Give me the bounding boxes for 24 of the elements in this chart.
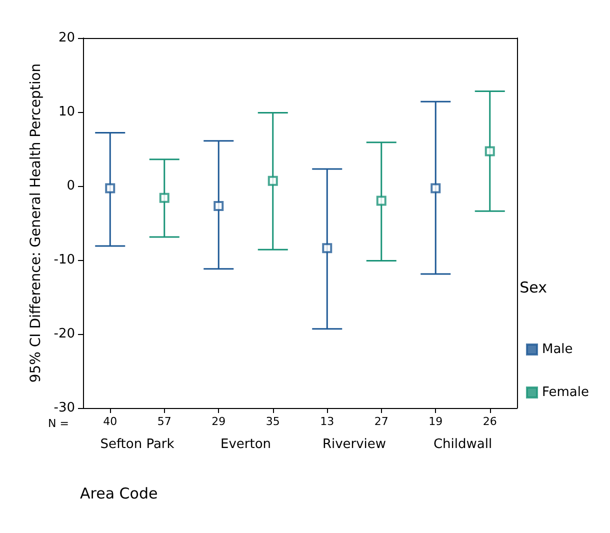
legend-title: Sex — [520, 278, 548, 296]
text: 27 — [374, 415, 388, 428]
y-tick-label: 10 — [58, 104, 75, 120]
text: 26 — [482, 415, 497, 428]
text: 40 — [103, 415, 118, 428]
text: 19 — [428, 415, 443, 428]
y-tick-label: -30 — [54, 400, 75, 416]
y-tick-label: 0 — [66, 178, 75, 194]
y-axis-title: 95% CI Difference: General Health Perception — [28, 63, 44, 383]
legend-label: Female — [542, 385, 590, 400]
x-tick-label: Riverview — [322, 437, 386, 452]
text: 13 — [320, 415, 334, 428]
y-tick-label: -20 — [54, 326, 75, 342]
x-tick-label: Sefton Park — [100, 437, 175, 452]
x-axis-title: Area Code — [80, 484, 158, 502]
legend-label: Male — [542, 342, 573, 357]
text: N = — [48, 417, 69, 430]
text: 35 — [266, 415, 280, 428]
text: 57 — [157, 415, 172, 428]
y-tick-label: 20 — [58, 30, 75, 46]
text: 29 — [212, 415, 226, 428]
x-tick-label: Childwall — [433, 437, 492, 452]
x-tick-label: Everton — [220, 437, 272, 452]
y-tick-label: -10 — [54, 252, 75, 268]
